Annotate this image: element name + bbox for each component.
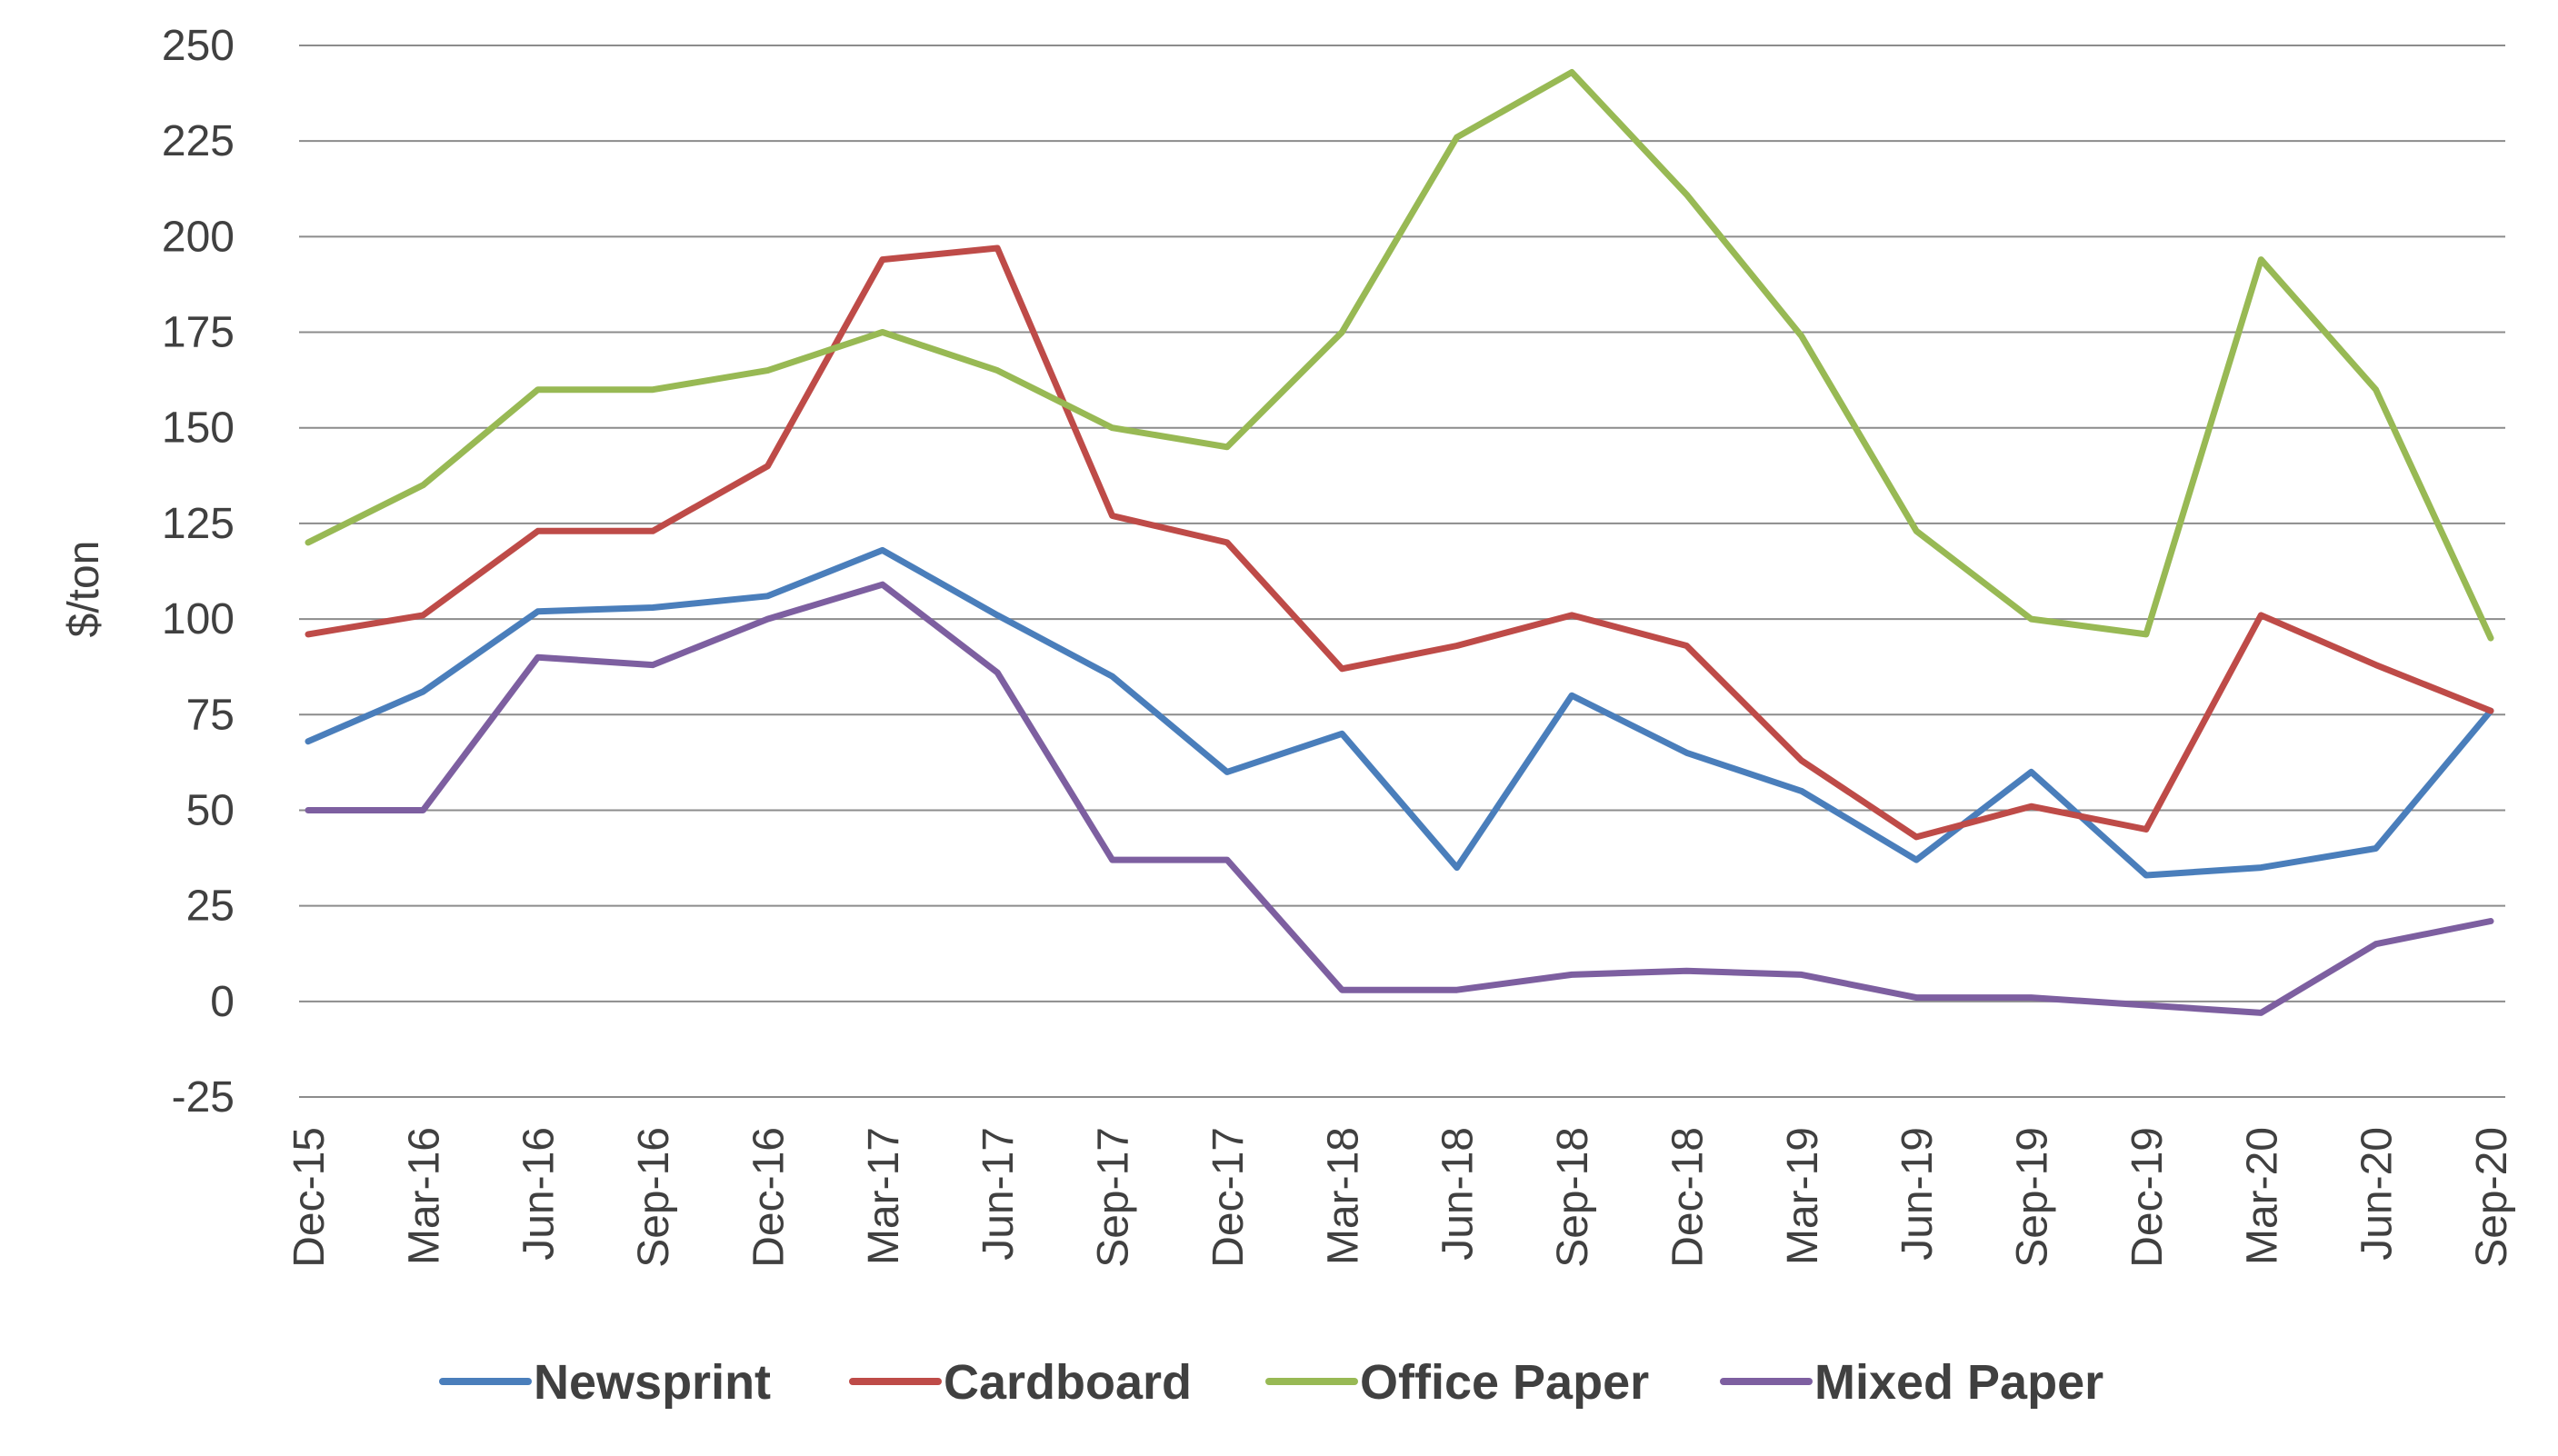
x-tick-label: Jun-20 — [2353, 1127, 2402, 1261]
y-tick-label: 200 — [162, 213, 235, 261]
x-tick-label: Mar-18 — [1319, 1127, 1367, 1265]
x-tick-label: Mar-20 — [2238, 1127, 2286, 1265]
x-tick-label: Dec-16 — [744, 1127, 793, 1268]
y-axis-title: $/ton — [60, 541, 108, 638]
y-tick-label: 150 — [162, 404, 235, 453]
x-tick-label: Sep-16 — [630, 1127, 678, 1268]
x-tick-label: Jun-18 — [1434, 1127, 1483, 1261]
x-tick-label: Sep-17 — [1090, 1127, 1138, 1268]
x-tick-label: Sep-20 — [2468, 1127, 2516, 1268]
y-tick-label: 0 — [210, 978, 235, 1026]
y-axis-ticks: -25 0 25 50 75 100 125 150 175 200 225 250 — [162, 22, 235, 1122]
y-tick-label: 250 — [162, 22, 235, 70]
x-tick-label: Dec-18 — [1664, 1127, 1712, 1268]
series-line-newsprint — [305, 546, 2494, 879]
gridlines — [299, 45, 2505, 1098]
series-line-cardboard — [305, 244, 2494, 841]
y-tick-label: 225 — [162, 117, 235, 165]
x-tick-label: Jun-16 — [515, 1127, 564, 1261]
x-tick-label: Dec-15 — [285, 1127, 334, 1268]
x-tick-label: Sep-18 — [1549, 1127, 1597, 1268]
x-tick-label: Jun-19 — [1894, 1127, 1942, 1261]
x-tick-label: Dec-19 — [2123, 1127, 2172, 1268]
x-axis-ticks: Dec-15 Mar-16 Jun-16 Sep-16 Dec-16 Mar-17 Jun-… — [285, 1127, 2516, 1268]
x-tick-label: Mar-19 — [1779, 1127, 1827, 1265]
y-tick-label: 75 — [186, 691, 235, 739]
legend-label: Cardboard — [944, 1355, 1192, 1410]
series-lines — [305, 69, 2494, 1016]
series-line-office-paper — [305, 69, 2494, 642]
y-tick-label: 125 — [162, 500, 235, 548]
y-tick-label: 175 — [162, 309, 235, 357]
legend: Newsprint Cardboard Office Paper Mixed Pape… — [439, 1355, 2103, 1410]
y-tick-label: -25 — [172, 1073, 235, 1122]
x-tick-label: Sep-19 — [2009, 1127, 2057, 1268]
series-line-mixed-paper — [305, 581, 2494, 1016]
y-tick-label: 25 — [186, 883, 235, 931]
legend-label: Office Paper — [1360, 1355, 1649, 1410]
x-tick-label: Mar-16 — [400, 1127, 448, 1265]
y-tick-label: 100 — [162, 595, 235, 643]
x-tick-label: Dec-17 — [1204, 1127, 1253, 1268]
x-tick-label: Jun-17 — [974, 1127, 1023, 1261]
y-tick-label: 50 — [186, 786, 235, 834]
legend-label: Newsprint — [534, 1355, 771, 1410]
legend-label: Mixed Paper — [1814, 1355, 2103, 1410]
x-tick-label: Mar-17 — [860, 1127, 908, 1265]
